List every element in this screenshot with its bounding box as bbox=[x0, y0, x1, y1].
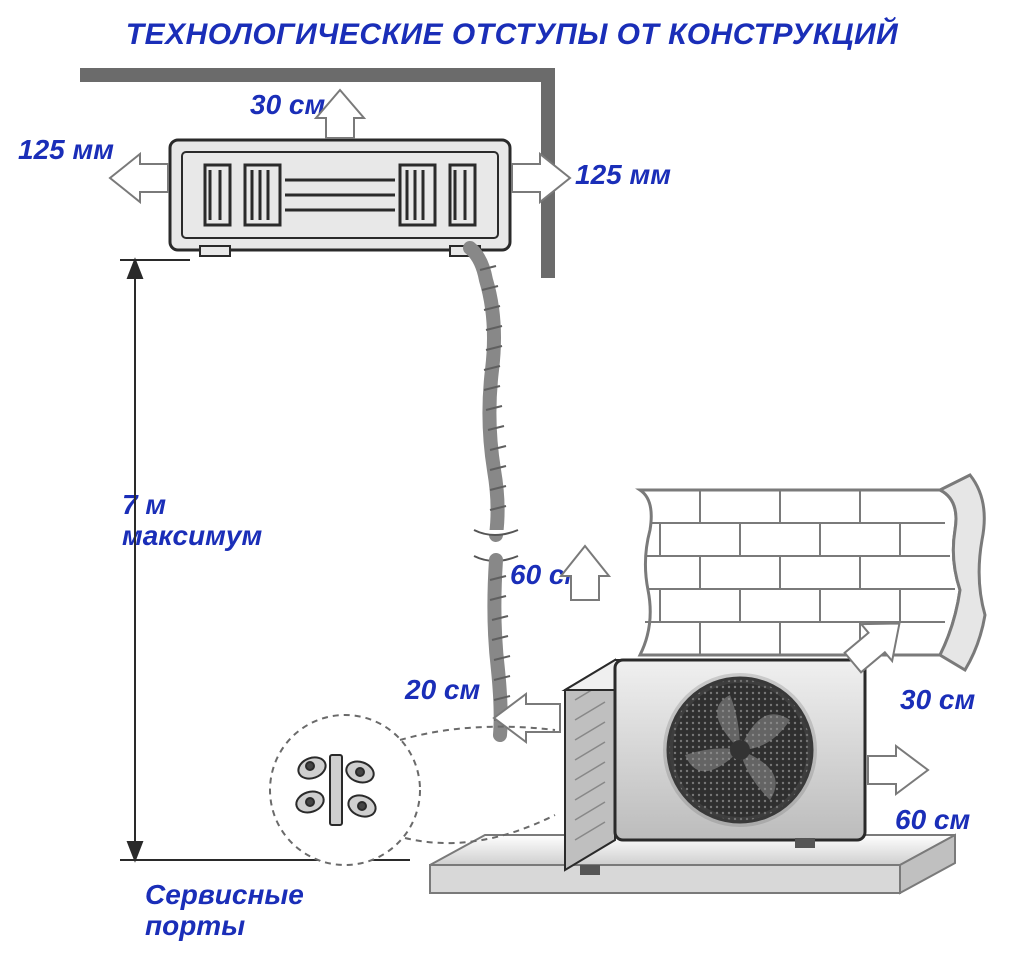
brick-wall bbox=[640, 475, 985, 670]
diagram-canvas: ТЕХНОЛОГИЧЕСКИЕ ОТСТУПЫ ОТ КОНСТРУКЦИЙ 3… bbox=[0, 0, 1024, 955]
diagram-svg bbox=[0, 0, 1024, 955]
refrigerant-pipe bbox=[470, 248, 518, 735]
indoor-unit bbox=[170, 140, 510, 256]
outdoor-base bbox=[430, 835, 955, 893]
